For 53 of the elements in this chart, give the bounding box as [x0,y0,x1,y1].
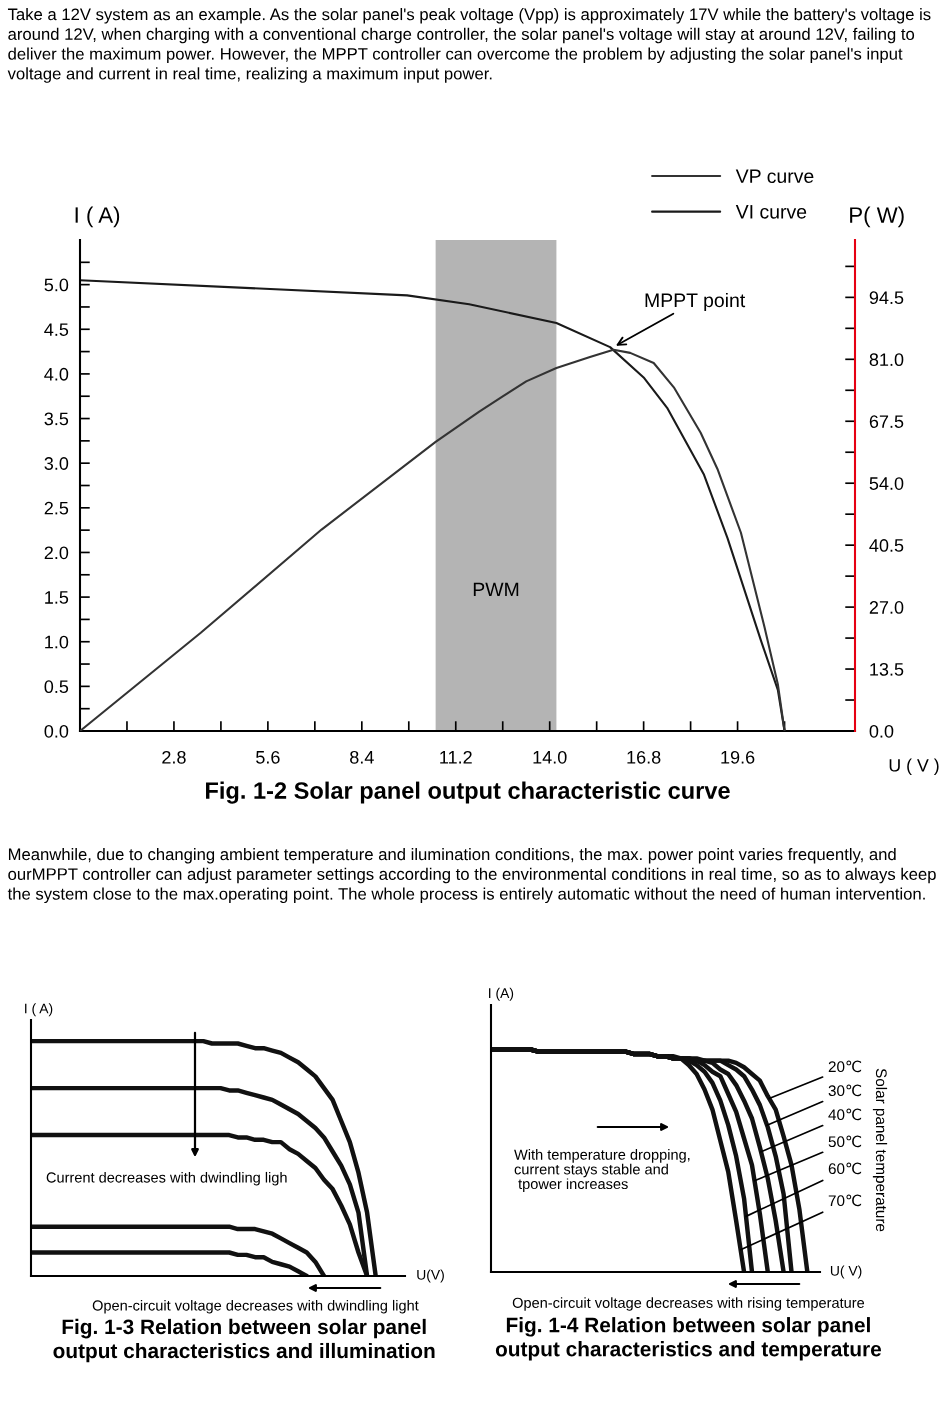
x-tick-label: 19.6 [721,750,755,764]
x-tick-label: 8.4 [350,750,374,764]
y2-tick-label: 27.0 [869,601,904,614]
annotation: Current decreases with dwindling ligh [46,1171,287,1186]
legend-label: VP curve [735,169,814,184]
y-tick-label: 2.0 [44,546,69,560]
text: Open-circuit voltage decreases with rising temperature [512,1297,865,1311]
text: Fig. 1-2 Solar panel output characteristic curve [206,781,730,804]
y-tick-label: 1.5 [45,591,69,604]
x-axis-title: U( V) [830,1265,862,1279]
text: Fig. 1-4 Relation between solar panel output characteristics and temperature [495,1317,882,1361]
y2-tick-label: 54.0 [869,477,904,490]
y-tick-label: 5.0 [44,278,69,292]
x-tick-label: 2.8 [162,750,186,764]
y-tick-label: 4.0 [44,367,69,381]
text: Fig. 1-3 Relation between solar panel output characteristics and illumination [53,1318,435,1363]
y-tick-label: 0.5 [44,680,69,694]
y2-axis-title: P( W) [850,206,904,228]
annotation: MPPT point [645,292,746,312]
x-tick-label: 16.8 [627,750,661,764]
y-tick-label: 3.0 [44,457,69,470]
y-axis-title: I (A) [489,987,514,1001]
y2-tick-label: 13.5 [870,662,904,676]
x-tick-label: 11.2 [440,750,472,764]
text: 60℃ [828,1162,862,1175]
text: 20℃ [828,1060,862,1073]
text: Meanwhile, due to changing ambient temperature and ilumination conditions, the max. power point varies frequently, and ourMPPT controller can adjust parameter settings according to the environmental conditions in real time, so as to always keep the system close to the max.operating point. The whole process is entirely automatic without the need of human intervention. [7,848,936,904]
text: 40℃ [828,1108,862,1121]
band-label: PWM [473,582,519,597]
y-tick-label: 3.5 [44,412,69,426]
text: 30℃ [828,1084,862,1097]
y2-tick-label: 67.5 [869,415,904,428]
legend-title: Solar panel temperature [872,1068,888,1232]
y-tick-label: 4.5 [44,323,69,336]
text: 50℃ [828,1135,862,1148]
x-axis-title: U(V) [417,1269,444,1283]
y-tick-label: 0.0 [44,724,69,738]
y2-tick-label: 81.0 [869,353,904,367]
y2-tick-label: 0.0 [869,724,894,738]
x-tick-label: 5.6 [256,750,280,764]
x-tick-label: 14.0 [533,750,567,764]
y-axis-title: I ( A) [75,206,120,228]
text: 70℃ [828,1194,862,1207]
x-axis-title: U ( V ) [889,758,939,776]
y-tick-label: 1.0 [45,635,69,649]
legend-label: VI curve [735,205,807,219]
y2-tick-label: 40.5 [869,539,904,552]
y-axis-title: I ( A) [25,1003,53,1017]
y2-tick-label: 94.5 [869,291,904,305]
text: Open-circuit voltage decreases with dwindling light [92,1299,419,1314]
text: Take a 12V system as an example. As the solar panel's peak voltage (Vpp) is approximately 17V while the battery's voltage is around 12V, when charging with a conventional charge controller, the solar panel's voltage will stay at around 12V, failing to deliver the maximum power. However, the MPPT controller can overcome the problem by adjusting the solar panel's input voltage and current in real time, realizing a maximum input power. [7,8,931,83]
annotation: With temperature dropping, current stays stable and tpower increases [514,1149,690,1192]
y-tick-label: 2.5 [44,501,69,515]
